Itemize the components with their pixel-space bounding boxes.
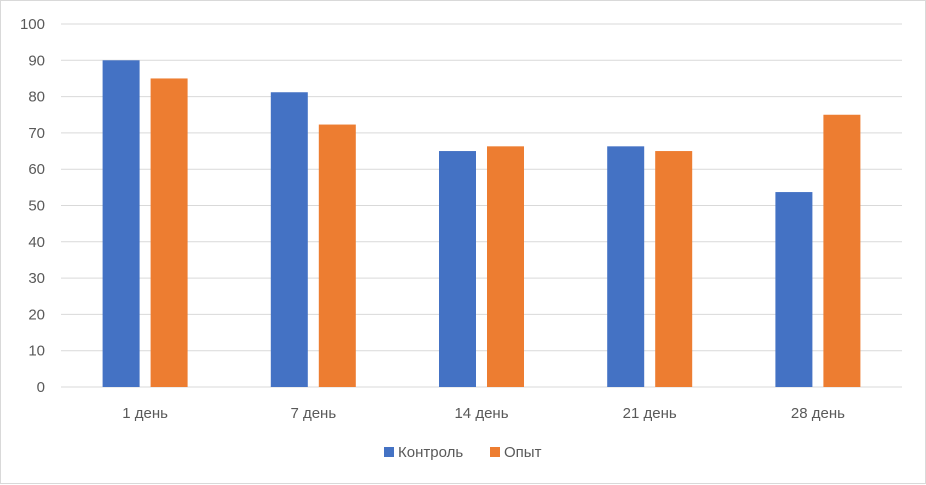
legend-swatch-control xyxy=(384,447,394,457)
y-tick-label: 50 xyxy=(28,198,45,215)
x-tick-label: 14 день xyxy=(454,405,508,422)
bar-experiment xyxy=(487,146,524,387)
y-tick-label: 60 xyxy=(28,161,45,178)
y-tick-label: 40 xyxy=(28,234,45,251)
x-tick-label: 28 день xyxy=(791,405,845,422)
y-tick-label: 100 xyxy=(20,16,45,33)
y-tick-label: 20 xyxy=(28,306,45,323)
x-axis-ticks: 1 день 7 день 14 день 21 день 28 день xyxy=(122,405,845,422)
y-tick-label: 30 xyxy=(28,270,45,287)
legend-label-control: Контроль xyxy=(398,444,463,461)
bar-experiment xyxy=(318,124,356,388)
bar-experiment xyxy=(655,151,693,387)
bar-control xyxy=(439,151,476,387)
bar-experiment xyxy=(150,78,188,387)
bar-control xyxy=(607,146,645,387)
y-tick-label: 70 xyxy=(28,125,45,142)
bar-control xyxy=(270,92,308,387)
x-tick-label: 21 день xyxy=(623,405,677,422)
gridlines xyxy=(61,23,902,388)
bar-experiment xyxy=(823,114,861,387)
y-tick-label: 10 xyxy=(28,343,45,360)
y-tick-label: 80 xyxy=(28,89,45,106)
y-axis-ticks: 0 10 20 30 40 50 60 70 80 90 100 xyxy=(20,16,45,396)
bars xyxy=(102,60,861,388)
y-tick-label: 0 xyxy=(37,379,45,396)
y-tick-label: 90 xyxy=(28,52,45,69)
legend-swatch-experiment xyxy=(490,447,500,457)
bar-control xyxy=(775,192,813,387)
legend-label-experiment: Опыт xyxy=(504,444,542,461)
x-tick-label: 7 день xyxy=(290,405,336,422)
bar-control xyxy=(102,60,140,388)
legend: Контроль Опыт xyxy=(384,444,542,461)
x-tick-label: 1 день xyxy=(122,405,168,422)
